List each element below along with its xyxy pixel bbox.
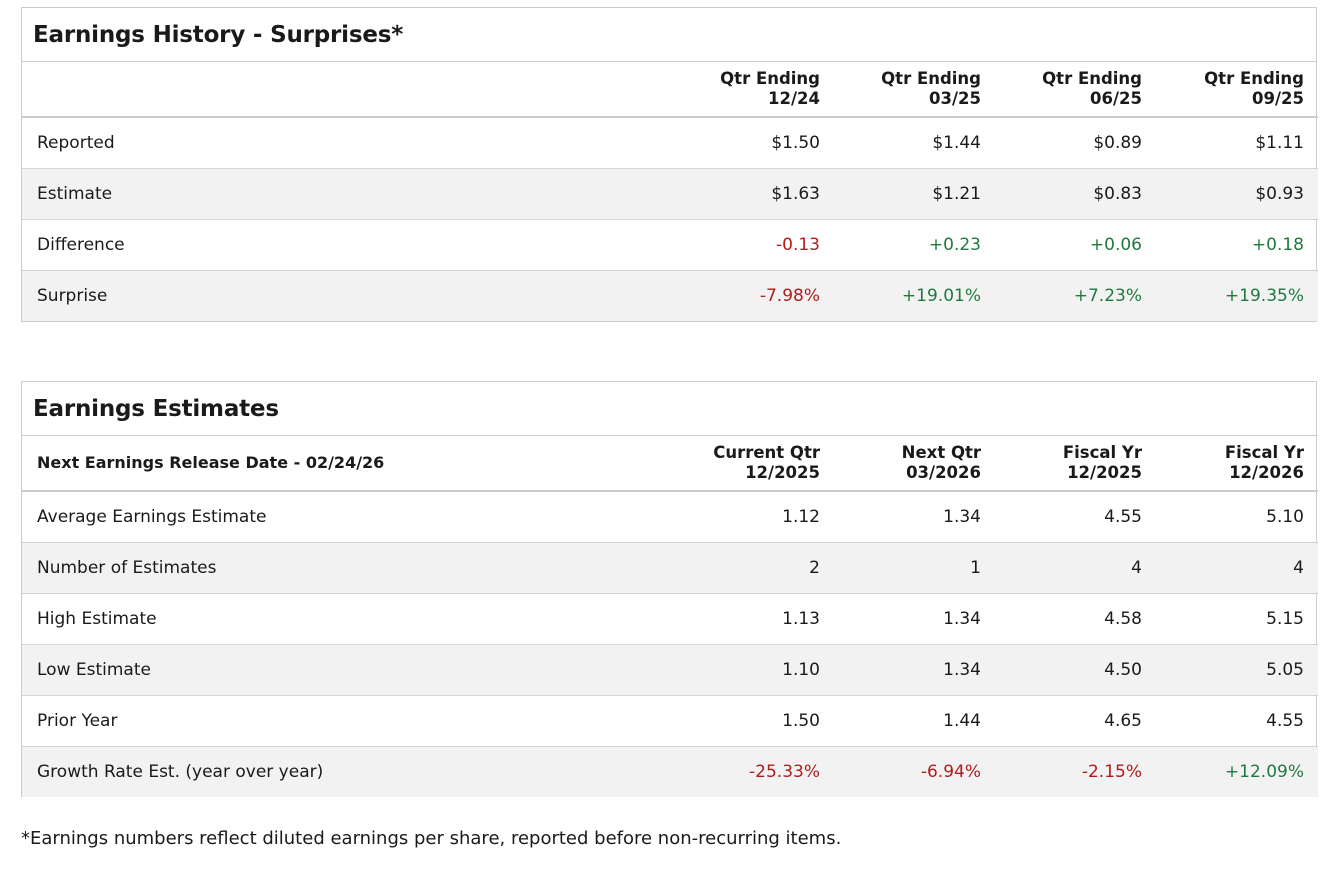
table-header-row: Next Earnings Release Date - 02/24/26 Cu… xyxy=(22,436,1318,492)
column-header-line1: Qtr Ending xyxy=(1204,69,1304,88)
row-label: Number of Estimates xyxy=(22,542,673,594)
table-row: Number of Estimates 2 1 4 4 xyxy=(22,542,1318,594)
row-label: Low Estimate xyxy=(22,644,673,696)
column-header: Qtr Ending 09/25 xyxy=(1156,62,1318,118)
earnings-history-panel: Earnings History - Surprises* Qtr Ending… xyxy=(21,7,1318,322)
table-cell: $0.83 xyxy=(995,168,1156,220)
table-cell: 1.50 xyxy=(673,695,834,747)
table-cell: 4 xyxy=(1156,542,1318,594)
table-row: Low Estimate 1.10 1.34 4.50 5.05 xyxy=(22,644,1318,696)
table-row: Estimate $1.63 $1.21 $0.83 $0.93 xyxy=(22,168,1318,220)
table-cell-positive: +0.18 xyxy=(1156,219,1318,271)
next-release-date-label: Next Earnings Release Date - 02/24/26 xyxy=(22,436,673,492)
column-header-line2: 03/2026 xyxy=(906,463,981,482)
table-cell: 5.15 xyxy=(1156,593,1318,645)
table-cell: 4.65 xyxy=(995,695,1156,747)
table-cell-positive: +19.01% xyxy=(834,270,995,321)
table-cell-negative: -2.15% xyxy=(995,746,1156,797)
table-row: Average Earnings Estimate 1.12 1.34 4.55… xyxy=(22,491,1318,543)
column-header-line2: 12/2026 xyxy=(1229,463,1304,482)
row-label: Prior Year xyxy=(22,695,673,747)
column-header-line2: 12/24 xyxy=(768,89,820,108)
column-header: Qtr Ending 06/25 xyxy=(995,62,1156,118)
table-cell: 1.44 xyxy=(834,695,995,747)
row-label: Growth Rate Est. (year over year) xyxy=(22,746,673,797)
table-cell: 4.55 xyxy=(995,491,1156,543)
table-cell-positive: +12.09% xyxy=(1156,746,1318,797)
table-cell: 1.34 xyxy=(834,491,995,543)
column-header-line1: Qtr Ending xyxy=(881,69,981,88)
column-header-line2: 06/25 xyxy=(1090,89,1142,108)
table-row: Difference -0.13 +0.23 +0.06 +0.18 xyxy=(22,219,1318,271)
table-cell: $0.89 xyxy=(995,117,1156,169)
column-header-line2: 12/2025 xyxy=(745,463,820,482)
table-cell-positive: +0.06 xyxy=(995,219,1156,271)
earnings-estimates-panel: Earnings Estimates Next Earnings Release… xyxy=(21,381,1318,797)
table-cell: 4.50 xyxy=(995,644,1156,696)
table-cell-negative: -0.13 xyxy=(673,219,834,271)
table-cell: $1.50 xyxy=(673,117,834,169)
row-label: High Estimate xyxy=(22,593,673,645)
column-header-line1: Qtr Ending xyxy=(720,69,820,88)
table-cell: $0.93 xyxy=(1156,168,1318,220)
earnings-history-title: Earnings History - Surprises* xyxy=(22,8,1316,62)
earnings-estimates-table: Next Earnings Release Date - 02/24/26 Cu… xyxy=(22,436,1318,797)
earnings-history-table: Qtr Ending 12/24 Qtr Ending 03/25 Qtr En… xyxy=(22,62,1318,321)
table-row: Reported $1.50 $1.44 $0.89 $1.11 xyxy=(22,117,1318,169)
table-cell: 1.13 xyxy=(673,593,834,645)
row-label: Estimate xyxy=(22,168,673,220)
column-header-line2: 12/2025 xyxy=(1067,463,1142,482)
table-row: Surprise -7.98% +19.01% +7.23% +19.35% xyxy=(22,270,1318,321)
column-header: Current Qtr 12/2025 xyxy=(673,436,834,492)
table-cell: 4 xyxy=(995,542,1156,594)
table-cell: $1.44 xyxy=(834,117,995,169)
column-header: Qtr Ending 03/25 xyxy=(834,62,995,118)
column-header-line1: Qtr Ending xyxy=(1042,69,1142,88)
table-cell-positive: +19.35% xyxy=(1156,270,1318,321)
row-label: Difference xyxy=(22,219,673,271)
header-label-cell xyxy=(22,62,673,118)
table-row: High Estimate 1.13 1.34 4.58 5.15 xyxy=(22,593,1318,645)
column-header: Fiscal Yr 12/2026 xyxy=(1156,436,1318,492)
table-cell: 5.05 xyxy=(1156,644,1318,696)
table-cell-negative: -7.98% xyxy=(673,270,834,321)
column-header-line1: Fiscal Yr xyxy=(1062,443,1142,462)
table-cell: 1.12 xyxy=(673,491,834,543)
table-row: Growth Rate Est. (year over year) -25.33… xyxy=(22,746,1318,797)
table-cell: 1 xyxy=(834,542,995,594)
table-cell: 2 xyxy=(673,542,834,594)
table-cell-positive: +0.23 xyxy=(834,219,995,271)
table-header-row: Qtr Ending 12/24 Qtr Ending 03/25 Qtr En… xyxy=(22,62,1318,118)
table-cell: 4.58 xyxy=(995,593,1156,645)
column-header-line2: 09/25 xyxy=(1252,89,1304,108)
table-cell: 1.34 xyxy=(834,644,995,696)
column-header: Fiscal Yr 12/2025 xyxy=(995,436,1156,492)
column-header-line1: Next Qtr xyxy=(901,443,981,462)
table-row: Prior Year 1.50 1.44 4.65 4.55 xyxy=(22,695,1318,747)
table-cell-negative: -25.33% xyxy=(673,746,834,797)
column-header: Next Qtr 03/2026 xyxy=(834,436,995,492)
row-label: Reported xyxy=(22,117,673,169)
column-header-line1: Fiscal Yr xyxy=(1224,443,1304,462)
table-cell: 4.55 xyxy=(1156,695,1318,747)
table-cell: $1.21 xyxy=(834,168,995,220)
table-cell: $1.11 xyxy=(1156,117,1318,169)
column-header: Qtr Ending 12/24 xyxy=(673,62,834,118)
row-label: Average Earnings Estimate xyxy=(22,491,673,543)
row-label: Surprise xyxy=(22,270,673,321)
table-cell: 5.10 xyxy=(1156,491,1318,543)
table-cell: 1.10 xyxy=(673,644,834,696)
table-cell: 1.34 xyxy=(834,593,995,645)
footnote: *Earnings numbers reflect diluted earnin… xyxy=(21,828,842,849)
earnings-estimates-title: Earnings Estimates xyxy=(22,382,1316,436)
table-cell-negative: -6.94% xyxy=(834,746,995,797)
table-cell: $1.63 xyxy=(673,168,834,220)
column-header-line1: Current Qtr xyxy=(713,443,820,462)
column-header-line2: 03/25 xyxy=(929,89,981,108)
table-cell-positive: +7.23% xyxy=(995,270,1156,321)
